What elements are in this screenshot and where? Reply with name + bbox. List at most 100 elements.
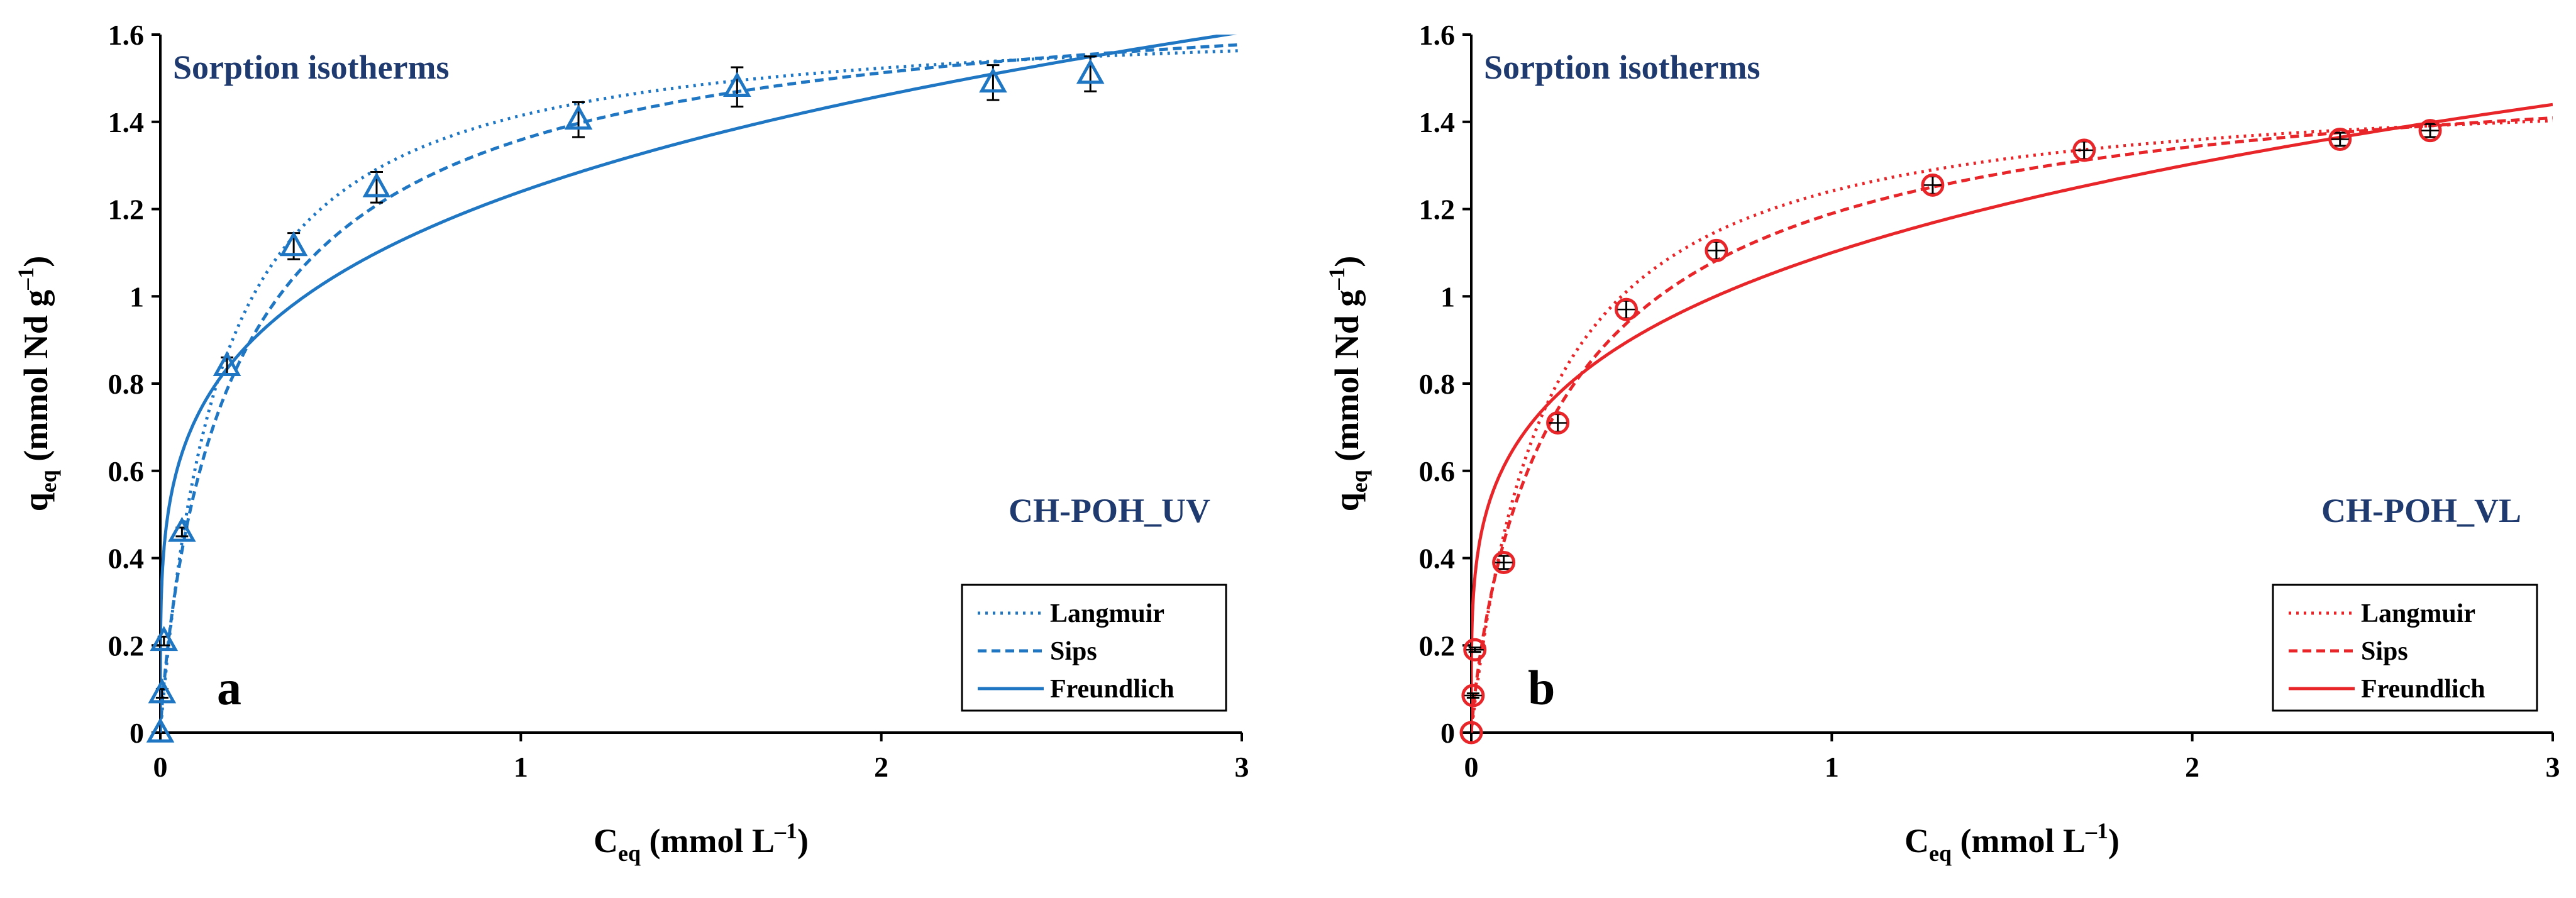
y-axis-label-close: ): [1328, 256, 1366, 267]
y-tick-label: 1.2: [1419, 194, 1456, 226]
legend-label-freundlich: Freundlich: [2361, 675, 2485, 704]
chart-panel-b: 0 0.2 0.4 0.6 0.8 1 1.2 1.4 1.6 0 1 2 3 Ceq (mmol L–1…: [1324, 19, 2560, 866]
series-line-freundlich: [160, 35, 1237, 733]
x-axis-label-sup: –1: [774, 818, 797, 843]
x-axis-label-sup: –1: [2085, 818, 2108, 843]
data-point: [2418, 119, 2442, 143]
y-tick-label: 0.2: [108, 629, 145, 662]
y-tick-label: 1: [1440, 280, 1455, 313]
x-axis-label: Ceq (mmol L–1): [1904, 818, 2120, 866]
triangle-marker: [1076, 58, 1105, 84]
data-point: [1546, 411, 1570, 435]
sample-label: CH-POH_VL: [2321, 492, 2521, 529]
x-tick-label: 1: [1825, 751, 1839, 783]
panel-letter: b: [1528, 660, 1555, 715]
triangle-marker: [213, 351, 241, 377]
y-axis-label-sub: eq: [1347, 470, 1372, 492]
legend-label-sips: Sips: [1050, 637, 1097, 666]
triangle-marker: [279, 231, 308, 257]
triangle-marker: [148, 678, 177, 704]
circle-marker: [1463, 638, 1487, 662]
data-point: [2072, 138, 2096, 162]
data-point: [1705, 238, 1728, 262]
triangle-marker: [146, 717, 175, 743]
y-tick-label: 1.4: [108, 106, 145, 138]
data-point: [979, 64, 1007, 101]
legend: Langmuir Sips Freundlich: [961, 584, 1227, 712]
x-tick-label: 3: [2546, 751, 2560, 783]
data-point: [1492, 550, 1516, 574]
triangle-marker: [150, 626, 179, 651]
x-axis-label-main: C: [594, 822, 618, 860]
x-axis-label-main: C: [1904, 822, 1929, 860]
y-axis-label-sub: eq: [36, 470, 61, 492]
panel-letter: a: [217, 660, 241, 715]
triangle-marker: [564, 104, 593, 130]
circle-marker: [2328, 128, 2352, 151]
y-axis-label-main: q: [17, 492, 55, 511]
circle-marker: [1921, 173, 1945, 197]
data-point: [1461, 684, 1485, 707]
x-tick-label: 1: [514, 751, 528, 783]
triangle-marker: [362, 172, 391, 197]
series-line-freundlich: [1471, 103, 2553, 733]
data-point: [148, 678, 177, 704]
x-tick-label: 2: [2185, 751, 2199, 783]
circle-marker: [1492, 550, 1516, 574]
y-tick-label: 1.2: [108, 194, 145, 226]
x-axis-label: Ceq (mmol L–1): [594, 818, 809, 866]
circle-marker: [1459, 721, 1483, 745]
data-point: [1463, 638, 1487, 662]
triangle-marker: [168, 516, 196, 542]
circle-marker: [1615, 297, 1639, 321]
y-tick-label: 0: [130, 717, 144, 749]
y-axis-label-units: (mmol Nd g: [17, 290, 55, 470]
data-point: [150, 626, 179, 651]
chart-title: Sorption isotherms: [1484, 48, 1761, 86]
y-tick-label: 0: [1440, 717, 1455, 749]
data-point: [362, 171, 391, 204]
data-point: [213, 351, 241, 377]
y-tick-label: 1.4: [1419, 106, 1456, 138]
data-point: [1076, 55, 1105, 92]
data-point: [1615, 297, 1639, 321]
triangle-marker: [723, 72, 751, 97]
legend: Langmuir Sips Freundlich: [2272, 584, 2538, 712]
series-line-sips: [1471, 116, 2553, 733]
y-axis-label-sup: –1: [1324, 267, 1349, 291]
y-tick-label: 1.6: [1419, 19, 1456, 51]
data-point: [723, 66, 751, 108]
y-tick-label: 0.2: [1419, 629, 1456, 662]
data-point: [564, 101, 593, 138]
legend-label-langmuir: Langmuir: [1050, 599, 1164, 628]
x-tick-label: 3: [1235, 751, 1249, 783]
x-tick-label: 2: [874, 751, 888, 783]
circle-marker: [1461, 684, 1485, 707]
y-axis-label-units: (mmol Nd g: [1328, 290, 1366, 470]
y-axis-label: qeq (mmol Nd g–1): [1324, 256, 1372, 512]
circle-marker: [2072, 138, 2096, 162]
series-line-sips: [160, 43, 1242, 733]
x-axis-label-close: ): [797, 822, 809, 860]
y-axis-label-main: q: [1328, 492, 1366, 511]
legend-label-langmuir: Langmuir: [2361, 599, 2475, 628]
data-point: [1921, 173, 1945, 197]
x-axis-label-sub: eq: [618, 841, 641, 866]
legend-label-sips: Sips: [2361, 637, 2408, 666]
data-point: [146, 717, 175, 743]
x-axis-label-sub: eq: [1929, 841, 1952, 866]
legend-label-freundlich: Freundlich: [1050, 675, 1175, 704]
y-axis-label: qeq (mmol Nd g–1): [13, 256, 61, 512]
y-tick-label: 1.6: [108, 19, 145, 51]
y-tick-label: 0.6: [1419, 455, 1456, 487]
circle-marker: [1705, 238, 1728, 262]
data-point: [2328, 128, 2352, 151]
y-tick-label: 0.8: [1419, 368, 1456, 400]
y-axis-label-close: ): [17, 256, 55, 267]
y-tick-label: 0.4: [1419, 543, 1456, 575]
y-tick-label: 0.8: [108, 368, 145, 400]
data-point: [168, 516, 196, 542]
sample-label: CH-POH_UV: [1009, 492, 1210, 529]
x-tick-label: 0: [1464, 751, 1479, 783]
